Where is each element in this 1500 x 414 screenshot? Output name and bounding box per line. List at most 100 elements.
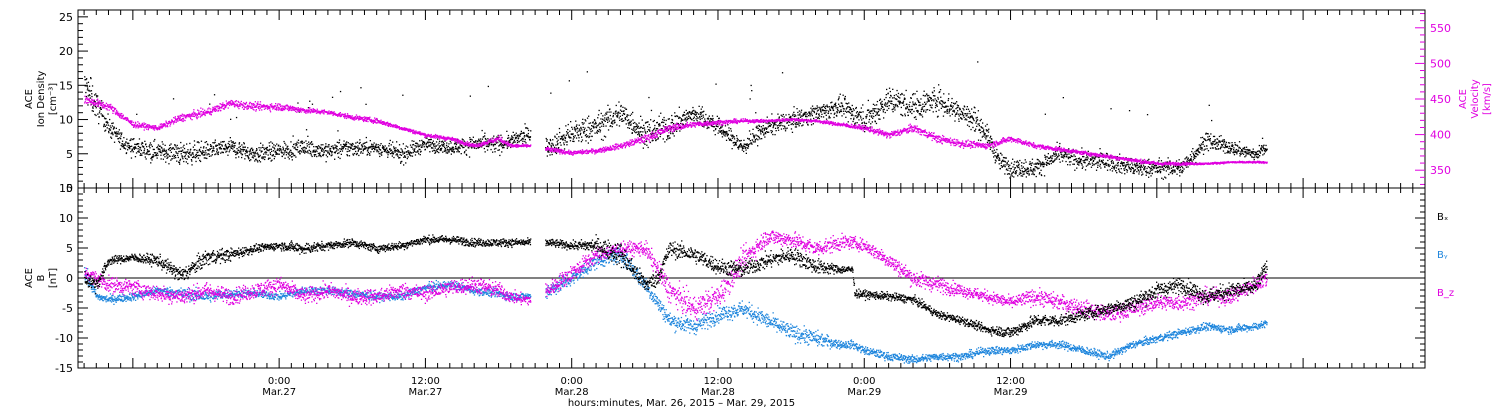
density-series-point	[885, 97, 886, 98]
density-series-point	[952, 107, 953, 108]
density-series-point	[927, 95, 928, 96]
density-series-point	[229, 150, 230, 151]
density-series-point	[953, 105, 954, 106]
density-series-point	[517, 142, 518, 143]
density-series-point	[504, 144, 505, 145]
density-series-point	[659, 116, 660, 117]
density-series-point	[1130, 164, 1131, 165]
density-series-point	[336, 150, 337, 151]
density-series-point	[346, 144, 347, 145]
density-series-point	[1070, 161, 1071, 162]
density-series-point	[200, 147, 201, 148]
density-series-point	[591, 125, 592, 126]
density-series-point	[864, 131, 865, 132]
velocity-series-point	[193, 109, 194, 110]
density-series-point	[725, 134, 726, 135]
density-series-point	[482, 139, 483, 140]
velocity-series-point	[165, 121, 166, 122]
density-series-point	[194, 149, 195, 150]
density-series-point	[840, 106, 841, 107]
density-series-point	[649, 127, 650, 128]
density-series-point	[769, 123, 770, 124]
density-series-point	[135, 156, 136, 157]
density-series-point	[1096, 170, 1097, 171]
density-series-point	[301, 151, 302, 152]
density-series-point	[897, 105, 898, 106]
density-series-point	[186, 161, 187, 162]
density-series-point	[1237, 145, 1238, 146]
density-series-point	[218, 152, 219, 153]
density-series-point	[408, 150, 409, 151]
density-series-point	[194, 140, 195, 141]
density-series-point	[1012, 175, 1013, 176]
density-series-point	[652, 140, 653, 141]
density-series-point	[887, 106, 888, 107]
density-series-point	[1217, 146, 1218, 147]
density-series-point	[903, 95, 904, 96]
density-series-point	[624, 113, 625, 114]
density-series-point	[663, 122, 664, 123]
density-series-point	[148, 154, 149, 155]
density-series-point	[97, 95, 98, 96]
density-series-point	[196, 154, 197, 155]
density-series-point	[1100, 164, 1101, 165]
density-series-point	[686, 113, 687, 114]
density-series-point	[309, 101, 310, 102]
density-series-point	[1233, 149, 1234, 150]
density-series-point	[337, 153, 338, 154]
density-series-point	[224, 141, 225, 142]
density-series-point	[612, 123, 613, 124]
density-series-point	[422, 144, 423, 145]
density-series-point	[947, 111, 948, 112]
density-series-point	[1229, 142, 1230, 143]
density-series-point	[1019, 168, 1020, 169]
density-series-point	[629, 123, 630, 124]
density-series-point	[149, 151, 150, 152]
density-series-point	[1034, 169, 1035, 170]
density-series-point	[120, 138, 121, 139]
density-series-point	[832, 107, 833, 108]
velocity-series-point	[98, 104, 99, 105]
density-series-point	[110, 129, 111, 130]
density-series	[84, 61, 1268, 180]
density-series-point	[378, 144, 379, 145]
density-series-point	[991, 139, 992, 140]
density-series-point	[360, 87, 361, 88]
density-series-point	[140, 147, 141, 148]
density-series-point	[312, 144, 313, 145]
density-series-point	[1106, 163, 1107, 164]
density-series-point	[937, 116, 938, 117]
density-series-point	[1107, 160, 1108, 161]
density-series-point	[259, 160, 260, 161]
density-series-point	[630, 115, 631, 116]
density-series-point	[1215, 139, 1216, 140]
density-series-point	[1055, 153, 1056, 154]
density-series-point	[161, 158, 162, 159]
density-series-point	[456, 151, 457, 152]
density-series-point	[793, 112, 794, 113]
density-series-point	[649, 129, 650, 130]
density-series-point	[924, 102, 925, 103]
density-series-point	[936, 104, 937, 105]
density-series-point	[183, 161, 184, 162]
density-series-point	[133, 151, 134, 152]
density-series-point	[981, 119, 982, 120]
density-series-point	[885, 112, 886, 113]
density-series-point	[977, 61, 978, 62]
density-series-point	[651, 110, 652, 111]
density-series-point	[903, 101, 904, 102]
velocity-series-point	[184, 120, 185, 121]
density-series-point	[1051, 158, 1052, 159]
density-series-point	[1023, 163, 1024, 164]
density-series-point	[1074, 164, 1075, 165]
density-series-point	[613, 115, 614, 116]
density-series-point	[680, 117, 681, 118]
density-series-point	[509, 142, 510, 143]
density-series-point	[807, 124, 808, 125]
density-series-point	[983, 136, 984, 137]
density-series-point	[663, 138, 664, 139]
density-series-point	[162, 151, 163, 152]
density-series-point	[1236, 149, 1237, 150]
density-series-point	[1140, 167, 1141, 168]
density-series-point	[914, 93, 915, 94]
